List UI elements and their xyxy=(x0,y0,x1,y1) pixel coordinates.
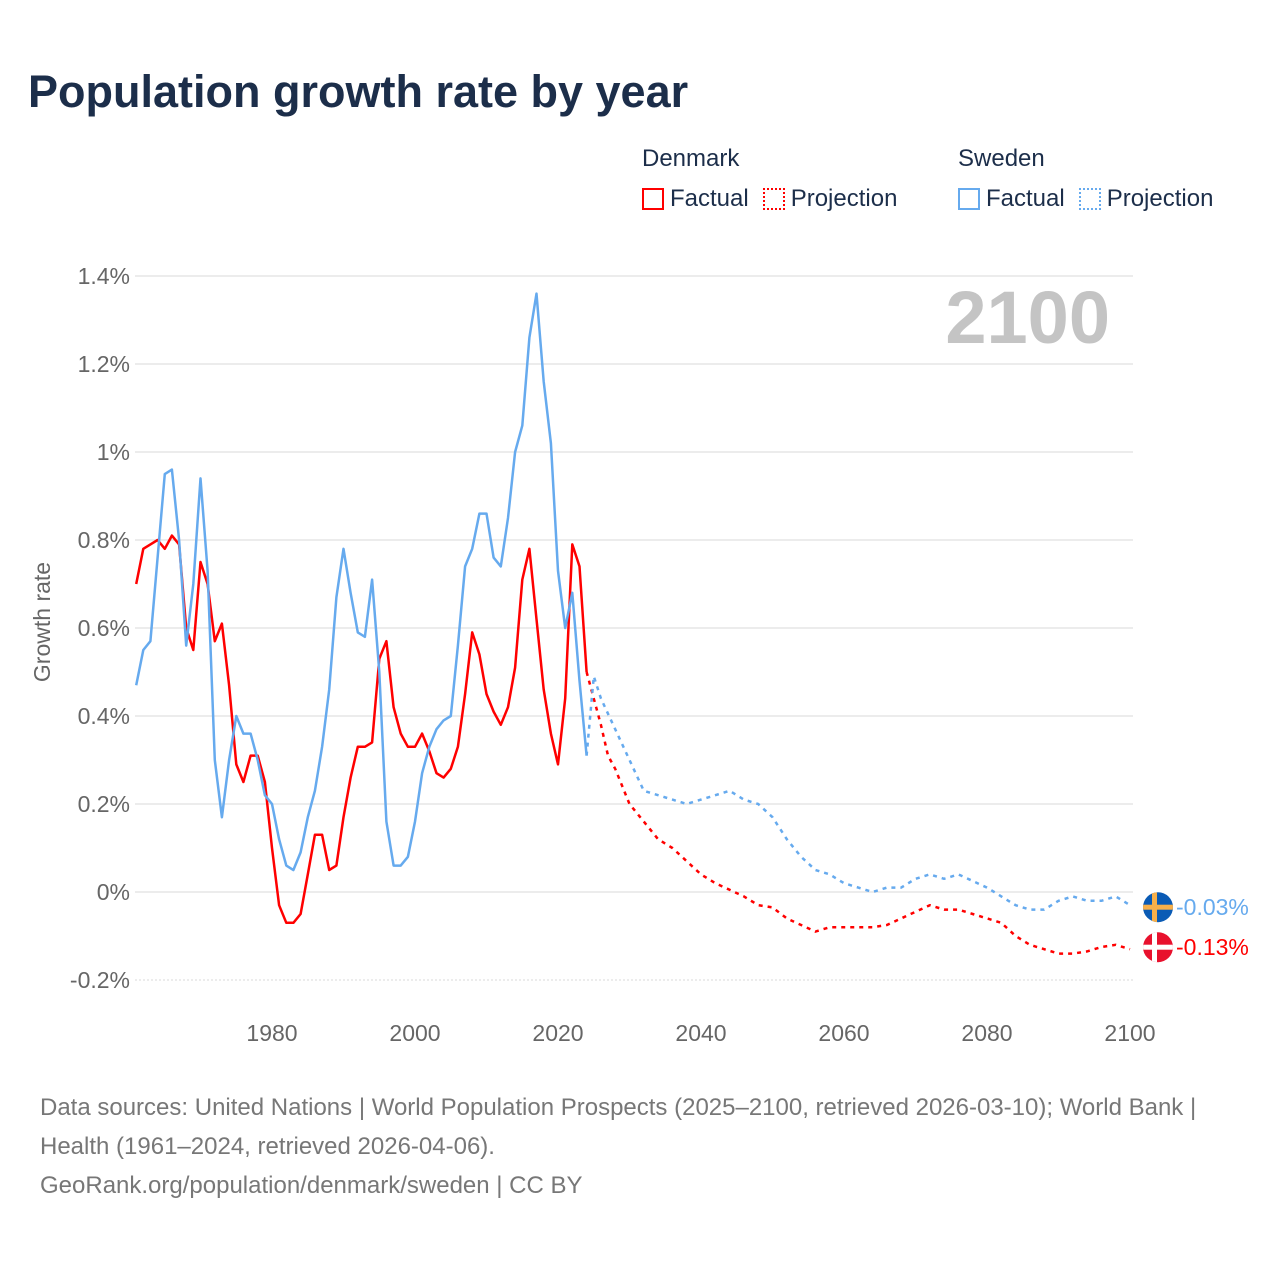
legend-label: Factual xyxy=(670,185,749,212)
y-tick-label: 1.2% xyxy=(78,351,130,377)
series-line-denmark-factual xyxy=(134,534,588,925)
legend-denmark-projection[interactable]: Projection xyxy=(762,185,898,213)
x-tick-label: 2100 xyxy=(1104,1020,1155,1046)
legend-denmark: Denmark Factual Projection xyxy=(642,145,897,213)
flag-sweden-icon xyxy=(1143,892,1173,923)
attribution-link[interactable]: GeoRank.org/population/denmark/sweden | … xyxy=(40,1172,583,1199)
series-line-denmark-projection xyxy=(585,671,1131,955)
legend-swatch xyxy=(1078,188,1101,210)
year-watermark: 2100 xyxy=(945,276,1110,359)
data-sources-text: Data sources: United Nations | World Pop… xyxy=(40,1094,1197,1160)
y-tick-label: 0.4% xyxy=(78,703,130,729)
x-tick-label: 2040 xyxy=(675,1020,726,1046)
y-tick-label: 0.8% xyxy=(78,527,130,553)
end-value-label-denmark: -0.13% xyxy=(1176,934,1249,960)
y-tick-label: 1.4% xyxy=(78,263,130,289)
x-tick-label: 2020 xyxy=(532,1020,583,1046)
legend-label: Factual xyxy=(986,185,1065,212)
legend-swatch xyxy=(958,188,980,210)
x-tick-label: 2000 xyxy=(389,1020,440,1046)
series-line-sweden-factual xyxy=(134,292,588,872)
sources-footer: Data sources: United Nations | World Pop… xyxy=(40,1088,1240,1205)
y-tick-label: 0.2% xyxy=(78,791,130,817)
legend-sweden-projection[interactable]: Projection xyxy=(1078,185,1214,213)
chart-plot: -0.2% 0% 0.2% 0.4% 0.6% 0.8% 1% 1.2% 1.4% 1980 200… xyxy=(29,263,1249,1046)
x-tick-label: 1980 xyxy=(246,1020,297,1046)
legend-label: Projection xyxy=(1106,185,1214,212)
y-tick-label: 0% xyxy=(97,879,130,905)
y-tick-label: -0.2% xyxy=(70,967,130,993)
end-value-label-sweden: -0.03% xyxy=(1176,894,1249,920)
legend-swatch xyxy=(642,188,664,210)
legend-sweden: Sweden Factual Projection xyxy=(958,145,1213,213)
legend-label: Projection xyxy=(790,185,898,212)
x-tick-label: 2060 xyxy=(818,1020,869,1046)
legend-sweden-factual[interactable]: Factual xyxy=(958,185,1065,213)
legend-swatch xyxy=(762,188,785,210)
y-tick-label: 1% xyxy=(97,439,130,465)
legend-denmark-factual[interactable]: Factual xyxy=(642,185,749,213)
legend-group-title: Sweden xyxy=(958,145,1045,172)
chart-title: Population growth rate by year xyxy=(28,66,689,117)
x-tick-label: 2080 xyxy=(961,1020,1012,1046)
series-line-sweden-projection xyxy=(585,675,1131,911)
y-tick-label: 0.6% xyxy=(78,615,130,641)
legend-group-title: Denmark xyxy=(642,145,740,172)
y-axis-label: Growth rate xyxy=(29,562,55,682)
flag-denmark-icon xyxy=(1143,932,1173,963)
